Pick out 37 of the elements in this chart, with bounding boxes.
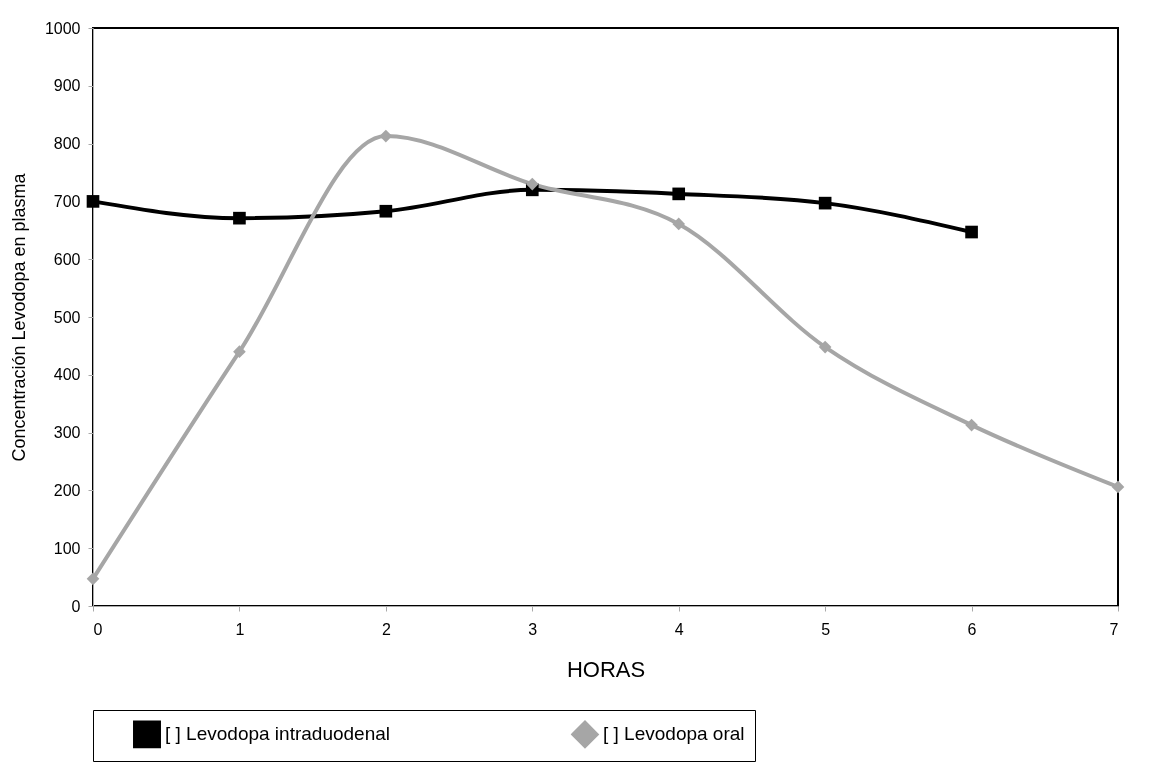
point — [379, 129, 393, 143]
point — [525, 177, 539, 191]
point — [86, 572, 100, 586]
point — [965, 418, 978, 432]
point — [818, 196, 832, 210]
x-tick-label: 6 — [967, 620, 977, 638]
legend-label: [ ] Levodopa intraduodenal — [165, 723, 391, 745]
x-tick-label: 5 — [821, 620, 831, 638]
y-tick-label: 600 — [53, 250, 81, 268]
y-tick-label: 100 — [53, 539, 81, 557]
x-tick-label: 4 — [674, 620, 684, 638]
y-tick-label: 0 — [71, 597, 81, 615]
point — [233, 211, 246, 225]
y-tick-label: 500 — [53, 308, 81, 326]
x-tick-label: 7 — [1109, 620, 1119, 638]
x-tick-label: 0 — [93, 620, 103, 638]
x-tick-label: 1 — [235, 620, 245, 638]
y-tick-label: 300 — [53, 424, 81, 442]
point — [1111, 480, 1125, 494]
point — [86, 195, 100, 208]
point — [818, 340, 832, 354]
y-tick-label: 800 — [53, 135, 81, 153]
point — [379, 204, 393, 218]
point — [672, 217, 686, 231]
y-axis-title: Concentración Levodopa en plasma — [8, 172, 29, 462]
y-tick-label: 900 — [53, 77, 81, 95]
x-tick-label: 3 — [528, 620, 538, 638]
point — [672, 187, 686, 201]
y-tick-label: 700 — [53, 192, 81, 210]
y-tick-label: 400 — [53, 366, 81, 384]
x-tick-label: 2 — [381, 620, 391, 638]
legend-label: [ ] Levodopa oral — [603, 723, 745, 745]
y-tick-label: 1000 — [44, 19, 81, 37]
x-axis-title: HORAS — [566, 656, 646, 682]
point — [965, 225, 978, 239]
y-tick-label: 200 — [53, 481, 81, 499]
point — [233, 345, 246, 358]
